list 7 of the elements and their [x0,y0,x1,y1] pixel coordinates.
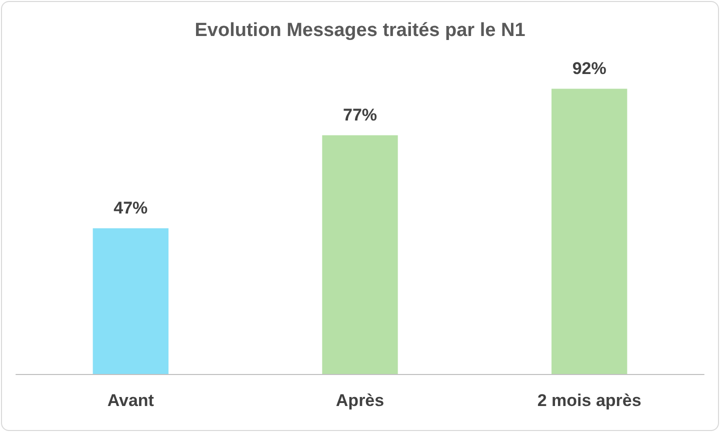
x-tick-label: Après [336,391,384,410]
x-tick-label: 2 mois après [537,391,642,410]
data-label: 47% [114,198,148,218]
chart-title: Evolution Messages traités par le N1 [194,20,526,41]
data-label: 77% [342,105,378,124]
data-label: 92% [572,58,606,78]
x-tick-label: Avant [107,391,154,410]
